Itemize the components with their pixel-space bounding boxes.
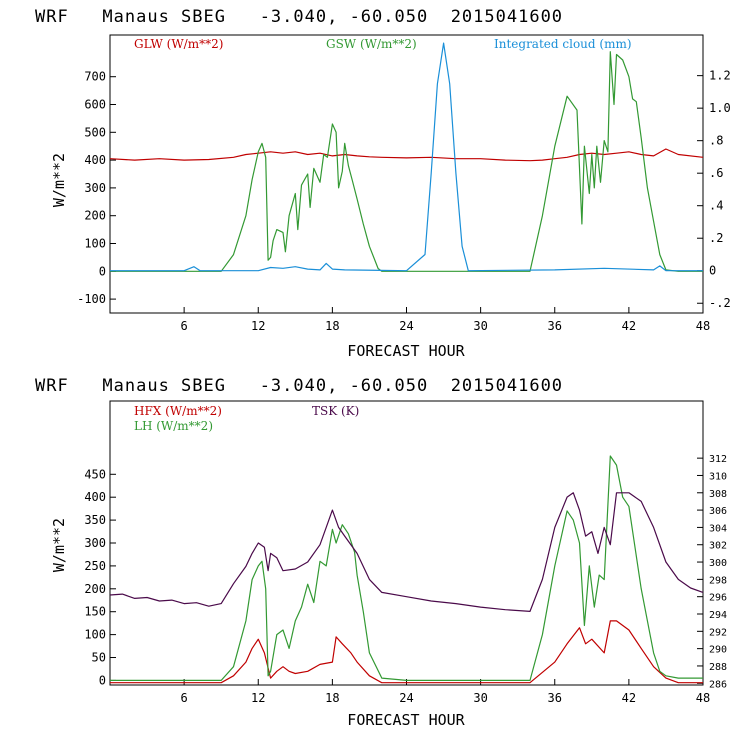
x-tick-label: 18 (325, 691, 339, 705)
x-tick-label: 36 (548, 319, 562, 333)
top-x-axis-label: FORECAST HOUR (347, 342, 465, 360)
x-tick-label: 24 (399, 691, 413, 705)
series-line-1-0 (110, 620, 703, 684)
y2-tick-label: .2 (709, 231, 723, 245)
x-tick-label: 36 (548, 691, 562, 705)
bottom-axis-ticks: 6 12 18 24 30 36 42 48 0 50 100 150 200 250 300 350 400 4… (84, 454, 727, 705)
series-line-0-1 (110, 51, 703, 272)
y-tick-label: 150 (84, 605, 106, 619)
x-tick-label: 42 (622, 319, 636, 333)
y2-tick-label: 308 (709, 489, 727, 500)
y-tick-label: 50 (92, 651, 106, 665)
bottom-panel: WRF Manaus SBEG -3.040, -60.050 20150416… (35, 376, 727, 729)
y2-tick-label: 290 (709, 645, 727, 656)
y2-tick-label: 0 (709, 264, 716, 278)
y2-tick-label: 302 (709, 541, 727, 552)
y2-tick-label: 298 (709, 575, 727, 586)
x-tick-label: 6 (181, 319, 188, 333)
y2-tick-label: .4 (709, 199, 723, 213)
y2-tick-label: .8 (709, 134, 723, 148)
top-panel-title: WRF Manaus SBEG -3.040, -60.050 20150416… (35, 7, 563, 27)
bottom-x-axis-label: FORECAST HOUR (347, 711, 465, 729)
x-tick-label: 42 (622, 691, 636, 705)
x-tick-label: 30 (473, 319, 487, 333)
top-legend-gsw: GSW (W/m**2) (326, 37, 417, 51)
y-tick-label: 400 (84, 153, 106, 167)
x-tick-label: 12 (251, 691, 265, 705)
bottom-legend-hfx: HFX (W/m**2) (134, 404, 222, 418)
top-axis-ticks: 6 12 18 24 30 36 42 48 -100 0 100 200 300 400 500 600 70… (77, 69, 731, 333)
y-tick-label: 300 (84, 536, 106, 550)
bottom-plot-frame (109, 400, 704, 686)
y-tick-label: 450 (84, 467, 106, 481)
y2-tick-label: 296 (709, 593, 727, 604)
y2-tick-label: 310 (709, 471, 727, 482)
y-tick-label: 250 (84, 559, 106, 573)
top-series-lines (109, 42, 704, 272)
x-tick-label: 24 (399, 319, 413, 333)
y2-tick-label: 292 (709, 627, 727, 638)
series-line-1-2 (109, 492, 704, 613)
y2-tick-label: .6 (709, 166, 723, 180)
y-tick-label: 0 (99, 264, 106, 278)
y-tick-label: 200 (84, 582, 106, 596)
y2-tick-label: 288 (709, 662, 727, 673)
y2-tick-label: -.2 (709, 296, 731, 310)
y-tick-label: 700 (84, 70, 106, 84)
x-tick-label: 48 (696, 691, 710, 705)
top-y-axis-label: W/m**2 (50, 153, 68, 207)
top-legend-glw: GLW (W/m**2) (134, 37, 223, 51)
y2-tick-label: 1.0 (709, 101, 731, 115)
bottom-panel-title: WRF Manaus SBEG -3.040, -60.050 20150416… (35, 376, 563, 396)
y-tick-label: 300 (84, 181, 106, 195)
y-tick-label: 600 (84, 98, 106, 112)
y2-tick-label: 306 (709, 506, 727, 517)
y2-tick-label: 312 (709, 454, 727, 465)
y2-tick-label: 286 (709, 679, 727, 690)
bottom-series-lines (109, 455, 704, 684)
series-line-0-2 (110, 42, 703, 272)
y2-tick-label: 304 (709, 523, 727, 534)
y-tick-label: 0 (99, 673, 106, 687)
y2-tick-label: 294 (709, 610, 727, 621)
series-line-0-0 (109, 148, 704, 162)
x-tick-label: 6 (181, 691, 188, 705)
y-tick-label: -100 (77, 292, 106, 306)
x-tick-label: 48 (696, 319, 710, 333)
y-tick-label: 100 (84, 237, 106, 251)
x-tick-label: 12 (251, 319, 265, 333)
bottom-y-axis-label: W/m**2 (50, 518, 68, 572)
bottom-legend-lh: LH (W/m**2) (134, 419, 213, 433)
y2-tick-label: 1.2 (709, 69, 731, 83)
series-line-1-1 (110, 455, 703, 682)
y-tick-label: 350 (84, 513, 106, 527)
x-tick-label: 18 (325, 319, 339, 333)
y2-tick-label: 300 (709, 558, 727, 569)
y-tick-label: 200 (84, 209, 106, 223)
x-tick-label: 30 (473, 691, 487, 705)
bottom-legend-tsk: TSK (K) (312, 404, 359, 418)
top-panel: WRF Manaus SBEG -3.040, -60.050 20150416… (35, 7, 731, 360)
y-tick-label: 400 (84, 490, 106, 504)
top-legend-cloud: Integrated cloud (mm) (494, 37, 632, 51)
y-tick-label: 500 (84, 125, 106, 139)
y-tick-label: 100 (84, 628, 106, 642)
